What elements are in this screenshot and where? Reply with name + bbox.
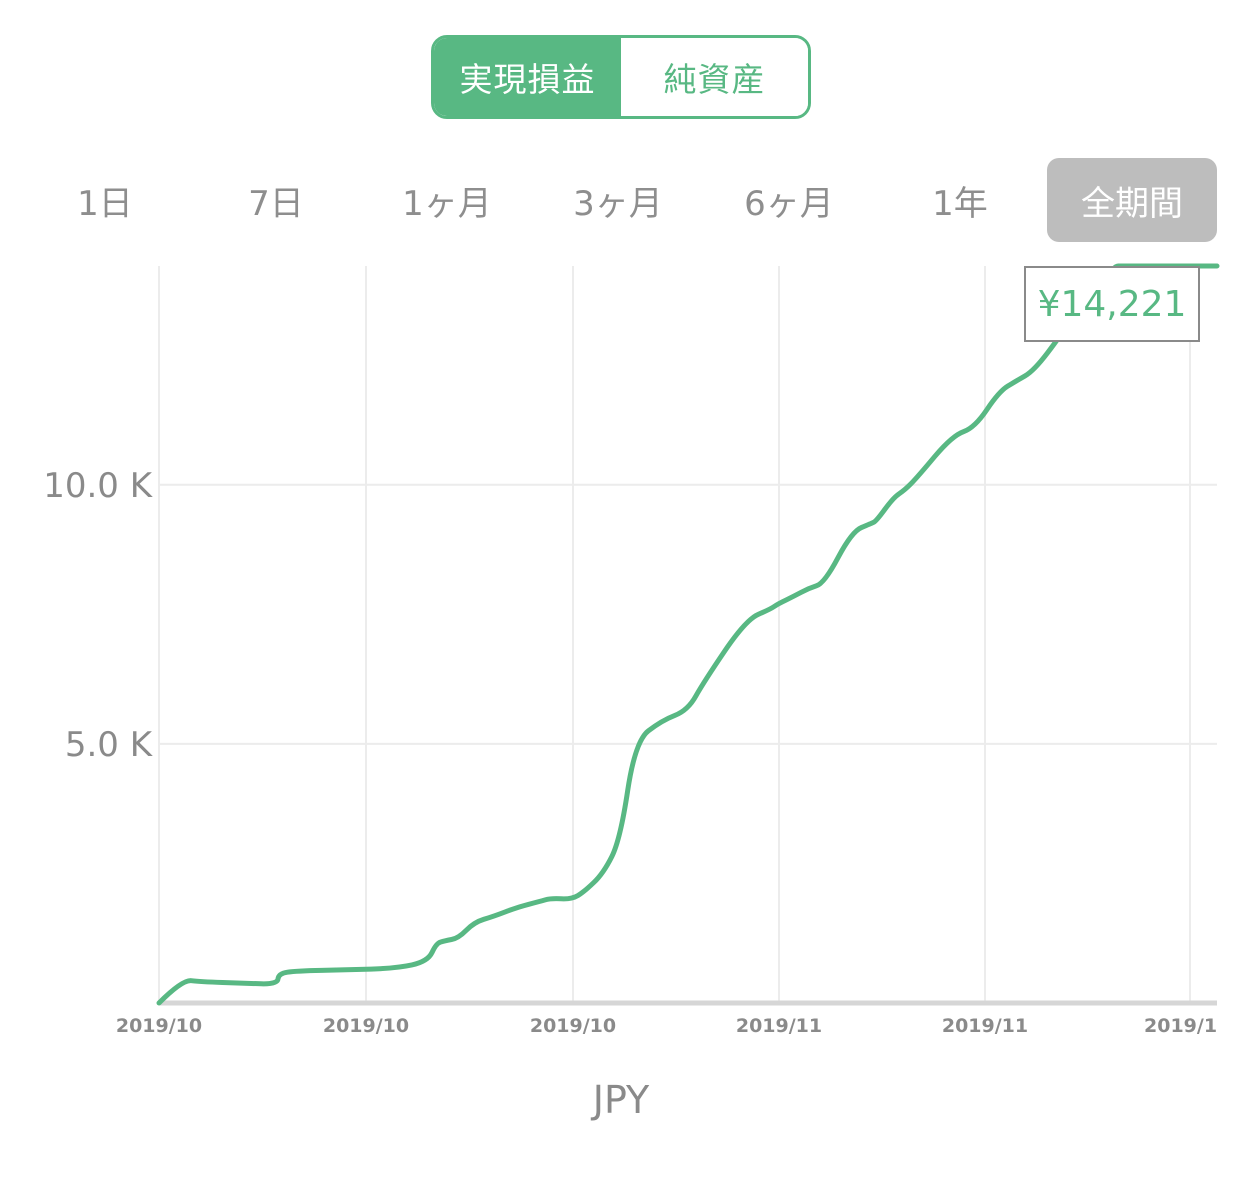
view-toggle: 実現損益 純資産: [431, 35, 811, 119]
period-7d[interactable]: 7日: [248, 183, 304, 224]
x-axis-tick-labels: 2019/10 2019/10 2019/10 2019/11 2019/11 2019/…: [116, 1015, 1217, 1037]
period-1y[interactable]: 1年: [932, 183, 988, 224]
y-axis-tick-labels: 5.0 K 10.0 K: [43, 466, 154, 765]
period-all[interactable]: 全期間: [1047, 158, 1217, 242]
net-assets-tab[interactable]: 純資産: [621, 38, 808, 116]
y-tick-label-0: 5.0 K: [65, 725, 154, 765]
x-tick-label-1: 2019/10: [323, 1015, 409, 1037]
series-line: [156, 263, 1220, 1006]
vertical-gridlines: [158, 266, 1191, 1003]
x-tick-label-0: 2019/10: [116, 1015, 202, 1037]
period-1m[interactable]: 1ヶ月: [402, 183, 492, 224]
x-tick-label-4: 2019/11: [942, 1015, 1028, 1037]
period-1d[interactable]: 1日: [77, 183, 133, 224]
realized-pnl-tab[interactable]: 実現損益: [434, 38, 621, 116]
x-tick-label-3: 2019/11: [736, 1015, 822, 1037]
horizontal-gridlines: [159, 483, 1217, 745]
x-tick-label-2: 2019/10: [530, 1015, 616, 1037]
period-6m[interactable]: 6ヶ月: [744, 183, 834, 224]
y-tick-label-1: 10.0 K: [43, 466, 154, 506]
x-tick-label-5: 2019/1: [1144, 1015, 1217, 1037]
current-value-tooltip: ¥14,221: [1024, 266, 1200, 342]
period-3m[interactable]: 3ヶ月: [573, 183, 663, 224]
currency-label: JPY: [592, 1078, 650, 1122]
period-selector: 1日 7日 1ヶ月 3ヶ月 6ヶ月 1年 全期間: [20, 158, 1220, 242]
